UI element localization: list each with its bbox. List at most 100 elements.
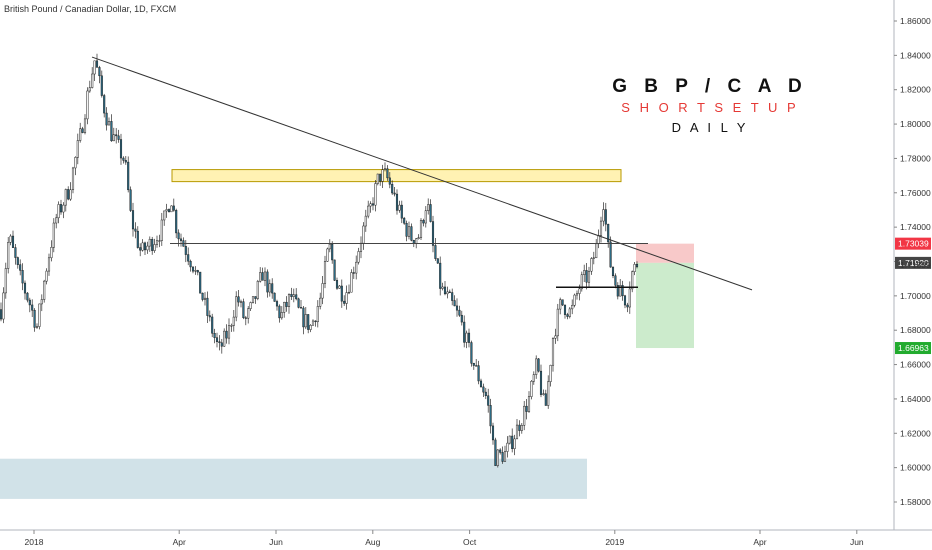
candle-body (256, 281, 259, 299)
candle-body (532, 374, 535, 382)
support-zone (0, 458, 587, 499)
y-tick-label: 1.86000 (900, 16, 931, 26)
candle-body (616, 285, 619, 297)
position-reward-area (636, 262, 694, 349)
candle-body (472, 362, 475, 366)
candle-body (448, 291, 451, 293)
candle-body (333, 259, 336, 281)
timeframe-annotation: D A I L Y (671, 120, 749, 135)
candle-body (381, 169, 384, 182)
candle-body (561, 299, 564, 306)
candle-body (261, 272, 264, 281)
candle-body (117, 135, 120, 140)
candle-body (551, 338, 555, 366)
candle-body (326, 248, 329, 262)
x-tick-label: Aug (365, 537, 380, 547)
candle-body (611, 266, 615, 277)
candle-body (359, 242, 363, 252)
y-tick-label: 1.68000 (900, 325, 931, 335)
candle-body (14, 247, 17, 258)
candle-body (107, 121, 111, 126)
candle-body (367, 205, 370, 217)
candle-body (491, 425, 495, 441)
candle-body (26, 292, 29, 301)
candle-body (338, 285, 341, 289)
y-tick-label: 1.62000 (900, 428, 931, 438)
candle-body (278, 305, 281, 319)
candle-body (244, 317, 247, 319)
x-tick-label: Jun (269, 537, 283, 547)
candle-body (518, 424, 521, 431)
candle-body (215, 337, 219, 342)
candle-body (362, 225, 365, 244)
candle-body (83, 118, 87, 133)
candle-body (225, 330, 228, 339)
candle-body (508, 435, 511, 444)
candle-body (16, 257, 19, 265)
candle-body (441, 286, 444, 289)
candle-body (71, 167, 75, 191)
candle-body (220, 342, 223, 347)
candle-body (583, 270, 586, 276)
candle-body (79, 128, 82, 141)
candle-body (429, 204, 432, 222)
candle-body (11, 235, 15, 248)
candle-body (443, 286, 447, 295)
candle-body (295, 294, 298, 300)
candle-body (547, 381, 550, 406)
candle-body (100, 75, 103, 96)
x-tick-label: Apr (173, 537, 186, 547)
candle-body (527, 396, 531, 412)
candle-body (515, 424, 519, 440)
candle-body (482, 386, 485, 393)
candle-body (206, 297, 209, 316)
candle-body (299, 307, 303, 309)
candle-body (578, 288, 581, 294)
candle-body (223, 330, 226, 347)
candle-body (499, 449, 502, 453)
candle-body (623, 295, 627, 306)
candle-body (201, 292, 204, 300)
candle-body (556, 308, 559, 337)
price-label: 1.71809 (900, 260, 931, 270)
candle-body (23, 282, 27, 294)
candle-body (187, 254, 190, 262)
candle-body (395, 193, 399, 211)
candle-body (163, 210, 166, 221)
resistance-zone (171, 169, 622, 183)
candle-body (309, 324, 312, 330)
candle-body (595, 243, 598, 259)
candle-body (28, 299, 31, 306)
candle-body (530, 381, 533, 397)
price-label-bg (895, 237, 931, 250)
candle-body (371, 203, 375, 206)
candle-body (323, 261, 327, 284)
candle-body (143, 242, 147, 251)
x-tick-label: 2018 (25, 537, 44, 547)
price-label-bg (895, 256, 931, 269)
candle-body (91, 73, 94, 88)
candle-body (199, 271, 202, 294)
candle-body (475, 365, 478, 367)
candle-body (602, 209, 605, 222)
setup-annotation: S H O R T S E T U P (621, 100, 799, 115)
candle-body (455, 305, 459, 311)
y-tick-label: 1.60000 (900, 463, 931, 473)
candle-body (400, 204, 403, 219)
candle-body (525, 405, 528, 412)
candle-body (62, 204, 65, 213)
candle-body (196, 270, 199, 273)
candle-body (410, 226, 413, 241)
y-tick-label: 1.78000 (900, 153, 931, 163)
candle-body (592, 257, 595, 259)
candle-body (388, 177, 391, 185)
y-tick-label: 1.64000 (900, 394, 931, 404)
candle-body (506, 442, 509, 452)
candle-body (170, 205, 173, 213)
candle-body (302, 307, 305, 328)
candle-body (275, 301, 279, 307)
candle-body (4, 268, 7, 294)
candle-body (172, 205, 175, 211)
